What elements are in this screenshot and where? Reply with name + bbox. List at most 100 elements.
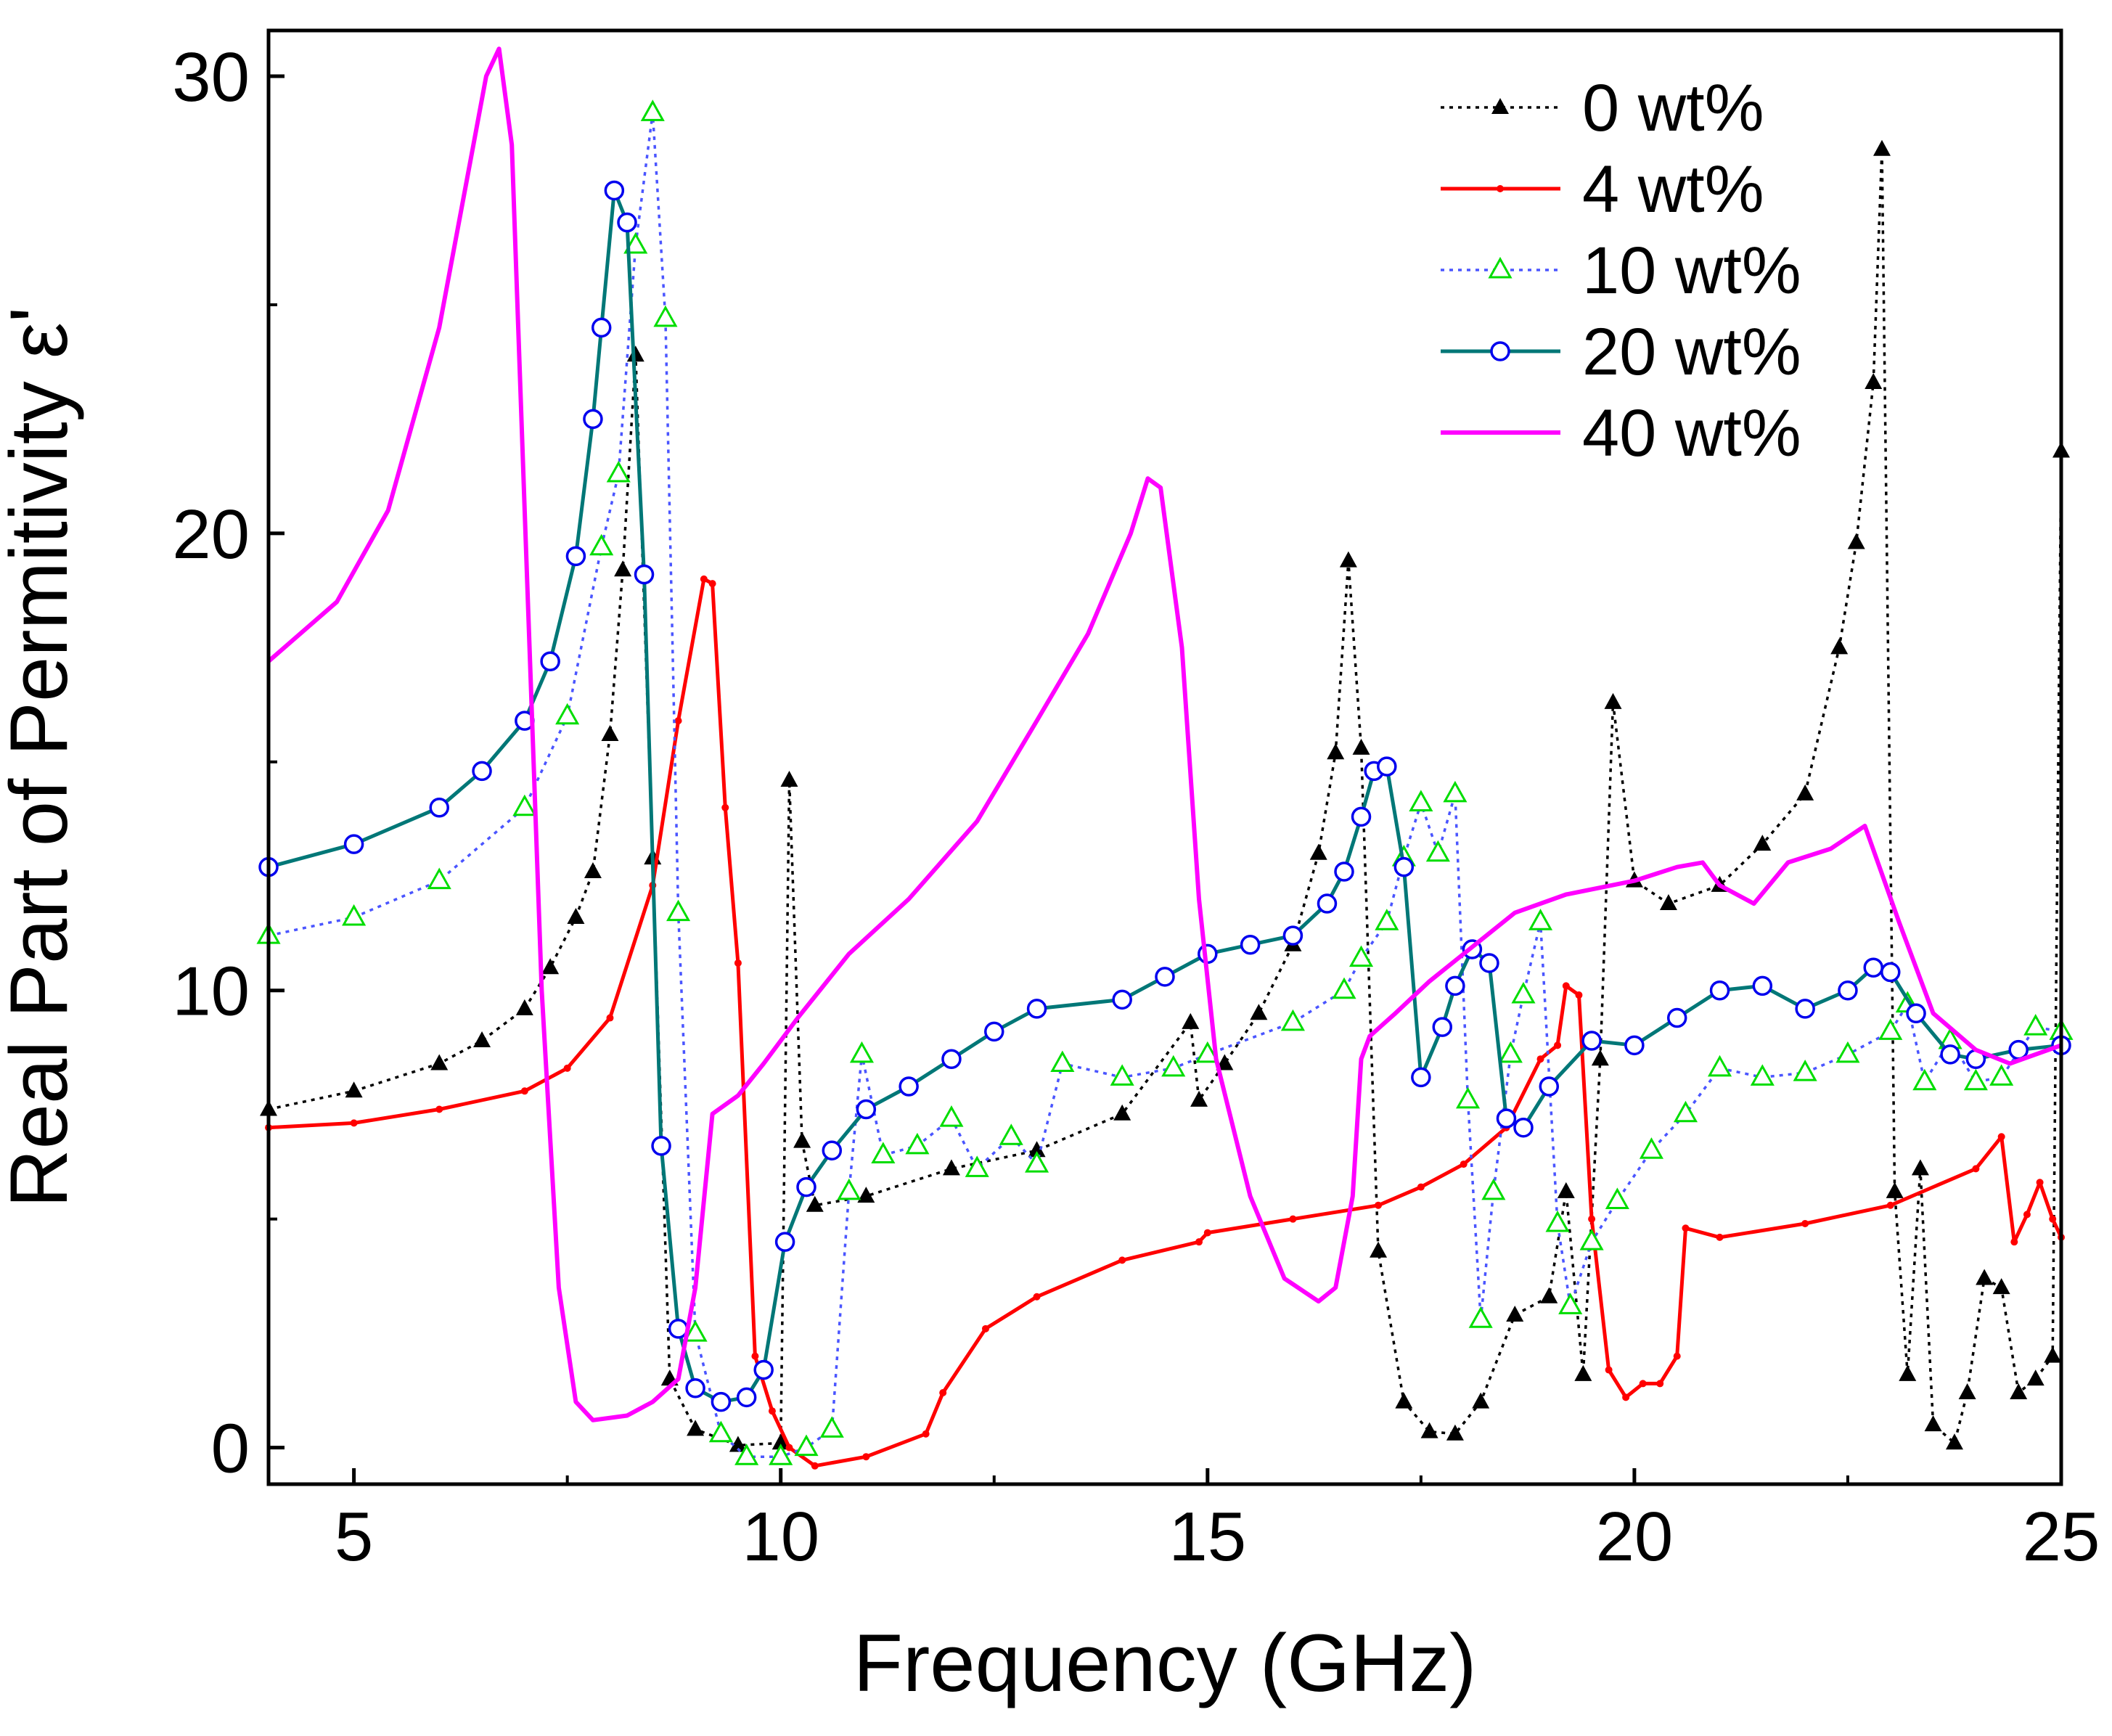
series-40-wt: [267, 46, 2063, 1422]
data-point-0-wt: [1574, 1364, 1592, 1381]
data-point-0-wt: [1958, 1383, 1976, 1400]
legend-marker-4-wt: [1497, 185, 1504, 192]
data-point-20-wt: [711, 1391, 732, 1412]
data-point-20-wt: [604, 180, 625, 201]
data-point-10-wt: [1425, 840, 1450, 862]
data-point-10-wt: [666, 899, 691, 922]
legend-label-0-wt: 0 wt%: [1582, 71, 1764, 145]
y-tick-label: 0: [211, 1410, 250, 1488]
data-point-20-wt: [1906, 1003, 1926, 1023]
data-point-4-wt: [2036, 1179, 2044, 1187]
data-point-0-wt: [1847, 533, 1865, 549]
data-point-20-wt: [540, 651, 560, 671]
data-point-0-wt: [806, 1195, 824, 1212]
data-point-0-wt: [1899, 1364, 1917, 1381]
data-point-20-wt: [753, 1359, 774, 1380]
x-tick-label: 10: [742, 1498, 819, 1576]
data-point-0-wt: [1472, 1392, 1490, 1409]
data-point-10-wt: [1375, 909, 1399, 930]
data-point-10-wt: [1793, 1060, 1817, 1081]
data-point-4-wt: [1801, 1219, 1809, 1227]
data-point-4-wt: [922, 1430, 930, 1438]
data-point-0-wt: [1216, 1054, 1234, 1070]
data-point-10-wt: [1605, 1187, 1629, 1209]
data-point-10-wt: [1332, 977, 1356, 999]
data-point-4-wt: [1033, 1293, 1041, 1301]
data-point-20-wt: [1377, 756, 1397, 777]
data-point-4-wt: [721, 803, 729, 811]
y-tick-label: 20: [172, 496, 250, 573]
data-point-4-wt: [520, 1087, 528, 1095]
data-point-4-wt: [563, 1064, 571, 1072]
data-point-10-wt: [623, 232, 648, 254]
data-point-10-wt: [871, 1142, 896, 1163]
data-point-0-wt: [430, 1054, 449, 1070]
data-point-10-wt: [1750, 1064, 1775, 1086]
legend-label-4-wt: 4 wt%: [1582, 152, 1764, 226]
data-point-0-wt: [1992, 1278, 2010, 1295]
data-point-4-wt: [1972, 1165, 1980, 1173]
data-point-0-wt: [1924, 1415, 1942, 1432]
data-point-20-wt: [651, 1136, 671, 1156]
data-point-0-wt: [1370, 1241, 1388, 1258]
data-point-4-wt: [1997, 1133, 2005, 1141]
data-point-20-wt: [591, 317, 612, 338]
data-point-20-wt: [634, 564, 655, 585]
data-point-10-wt: [427, 867, 451, 890]
data-point-10-wt: [1707, 1055, 1732, 1077]
data-point-0-wt: [780, 770, 798, 787]
data-point-10-wt: [708, 1420, 733, 1443]
data-point-4-wt: [435, 1105, 443, 1113]
data-point-0-wt: [729, 1436, 747, 1452]
data-point-0-wt: [614, 560, 632, 577]
data-point-20-wt: [822, 1140, 843, 1160]
data-point-10-wt: [965, 1155, 989, 1177]
data-point-0-wt: [1028, 1141, 1046, 1158]
data-point-20-wt: [1445, 975, 1465, 996]
data-point-0-wt: [1506, 1305, 1524, 1322]
legend-marker-20-wt: [1490, 341, 1510, 361]
data-point-0-wt: [1557, 1182, 1575, 1198]
data-point-20-wt: [1282, 925, 1303, 946]
y-tick-label: 10: [172, 953, 250, 1031]
data-point-10-wt: [512, 794, 537, 816]
data-point-10-wt: [1528, 909, 1553, 930]
data-point-0-wt: [601, 725, 619, 742]
data-point-4-wt: [700, 575, 708, 583]
series-4-wt: [265, 575, 2065, 1470]
data-point-10-wt: [1468, 1306, 1493, 1328]
data-point-20-wt: [1795, 999, 1815, 1019]
data-point-20-wt: [1496, 1108, 1517, 1129]
data-point-20-wt: [1709, 980, 1730, 1001]
data-point-4-wt: [1886, 1201, 1894, 1209]
legend-label-10-wt: 10 wt%: [1582, 234, 1801, 308]
data-point-0-wt: [1796, 784, 1814, 801]
data-point-10-wt: [1558, 1293, 1583, 1314]
data-point-20-wt: [1666, 1007, 1687, 1028]
data-point-20-wt: [899, 1076, 919, 1097]
series-20-wt: [258, 180, 2071, 1412]
data-point-20-wt: [1240, 934, 1261, 955]
data-point-4-wt: [1375, 1201, 1383, 1209]
x-tick-label: 15: [1168, 1498, 1246, 1576]
data-point-20-wt: [1863, 957, 1883, 978]
data-point-4-wt: [1562, 982, 1570, 990]
data-point-4-wt: [1588, 1215, 1596, 1223]
data-point-10-wt: [1409, 790, 1433, 811]
data-point-0-wt: [1659, 894, 1677, 911]
data-point-4-wt: [1682, 1224, 1690, 1232]
data-point-4-wt: [862, 1453, 870, 1461]
x-tick-label: 20: [1596, 1498, 1674, 1576]
legend-label-40-wt: 40 wt%: [1582, 396, 1801, 470]
data-point-20-wt: [1581, 1031, 1602, 1051]
data-point-4-wt: [1203, 1229, 1211, 1237]
data-point-20-wt: [774, 1232, 795, 1252]
data-point-4-wt: [1605, 1366, 1613, 1374]
legend: 0 wt%4 wt% 10 wt%20 wt%40 wt%: [1441, 71, 1801, 470]
data-point-20-wt: [856, 1099, 877, 1120]
data-point-10-wt: [1545, 1210, 1570, 1232]
plot-frame: [266, 28, 2063, 1486]
data-point-10-wt: [1110, 1064, 1134, 1086]
data-point-4-wt: [939, 1389, 947, 1397]
